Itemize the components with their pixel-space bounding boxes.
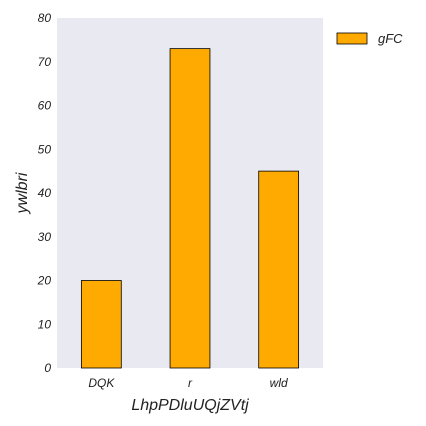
y-tick-label: 0 xyxy=(44,361,51,375)
bar-DQK xyxy=(80,280,122,369)
legend: gFC xyxy=(336,31,403,46)
x-tick-label: r xyxy=(188,376,193,390)
legend-label: gFC xyxy=(378,31,403,46)
y-tick-label: 20 xyxy=(37,274,52,288)
y-tick-label: 70 xyxy=(38,55,52,69)
y-tick-label: 10 xyxy=(38,317,52,331)
bars xyxy=(80,48,300,369)
legend-swatch xyxy=(336,32,368,45)
x-axis-label: LhpPDluUQjZVtj xyxy=(131,397,249,414)
x-tick-label: DQK xyxy=(88,376,115,390)
y-axis-label: ywlbri xyxy=(14,172,31,214)
y-tick-label: 30 xyxy=(38,230,52,244)
y-tick-labels: 0 10 20 30 40 50 60 70 80 xyxy=(37,11,52,375)
x-tick-labels: DQK r wld xyxy=(88,376,288,390)
y-tick-label: 50 xyxy=(38,142,52,156)
y-tick-label: 60 xyxy=(38,99,52,113)
x-tick-label: wld xyxy=(270,376,288,390)
y-tick-label: 80 xyxy=(38,11,52,25)
bar-r xyxy=(169,48,211,369)
bar-wld xyxy=(258,170,300,369)
y-tick-label: 40 xyxy=(38,186,52,200)
